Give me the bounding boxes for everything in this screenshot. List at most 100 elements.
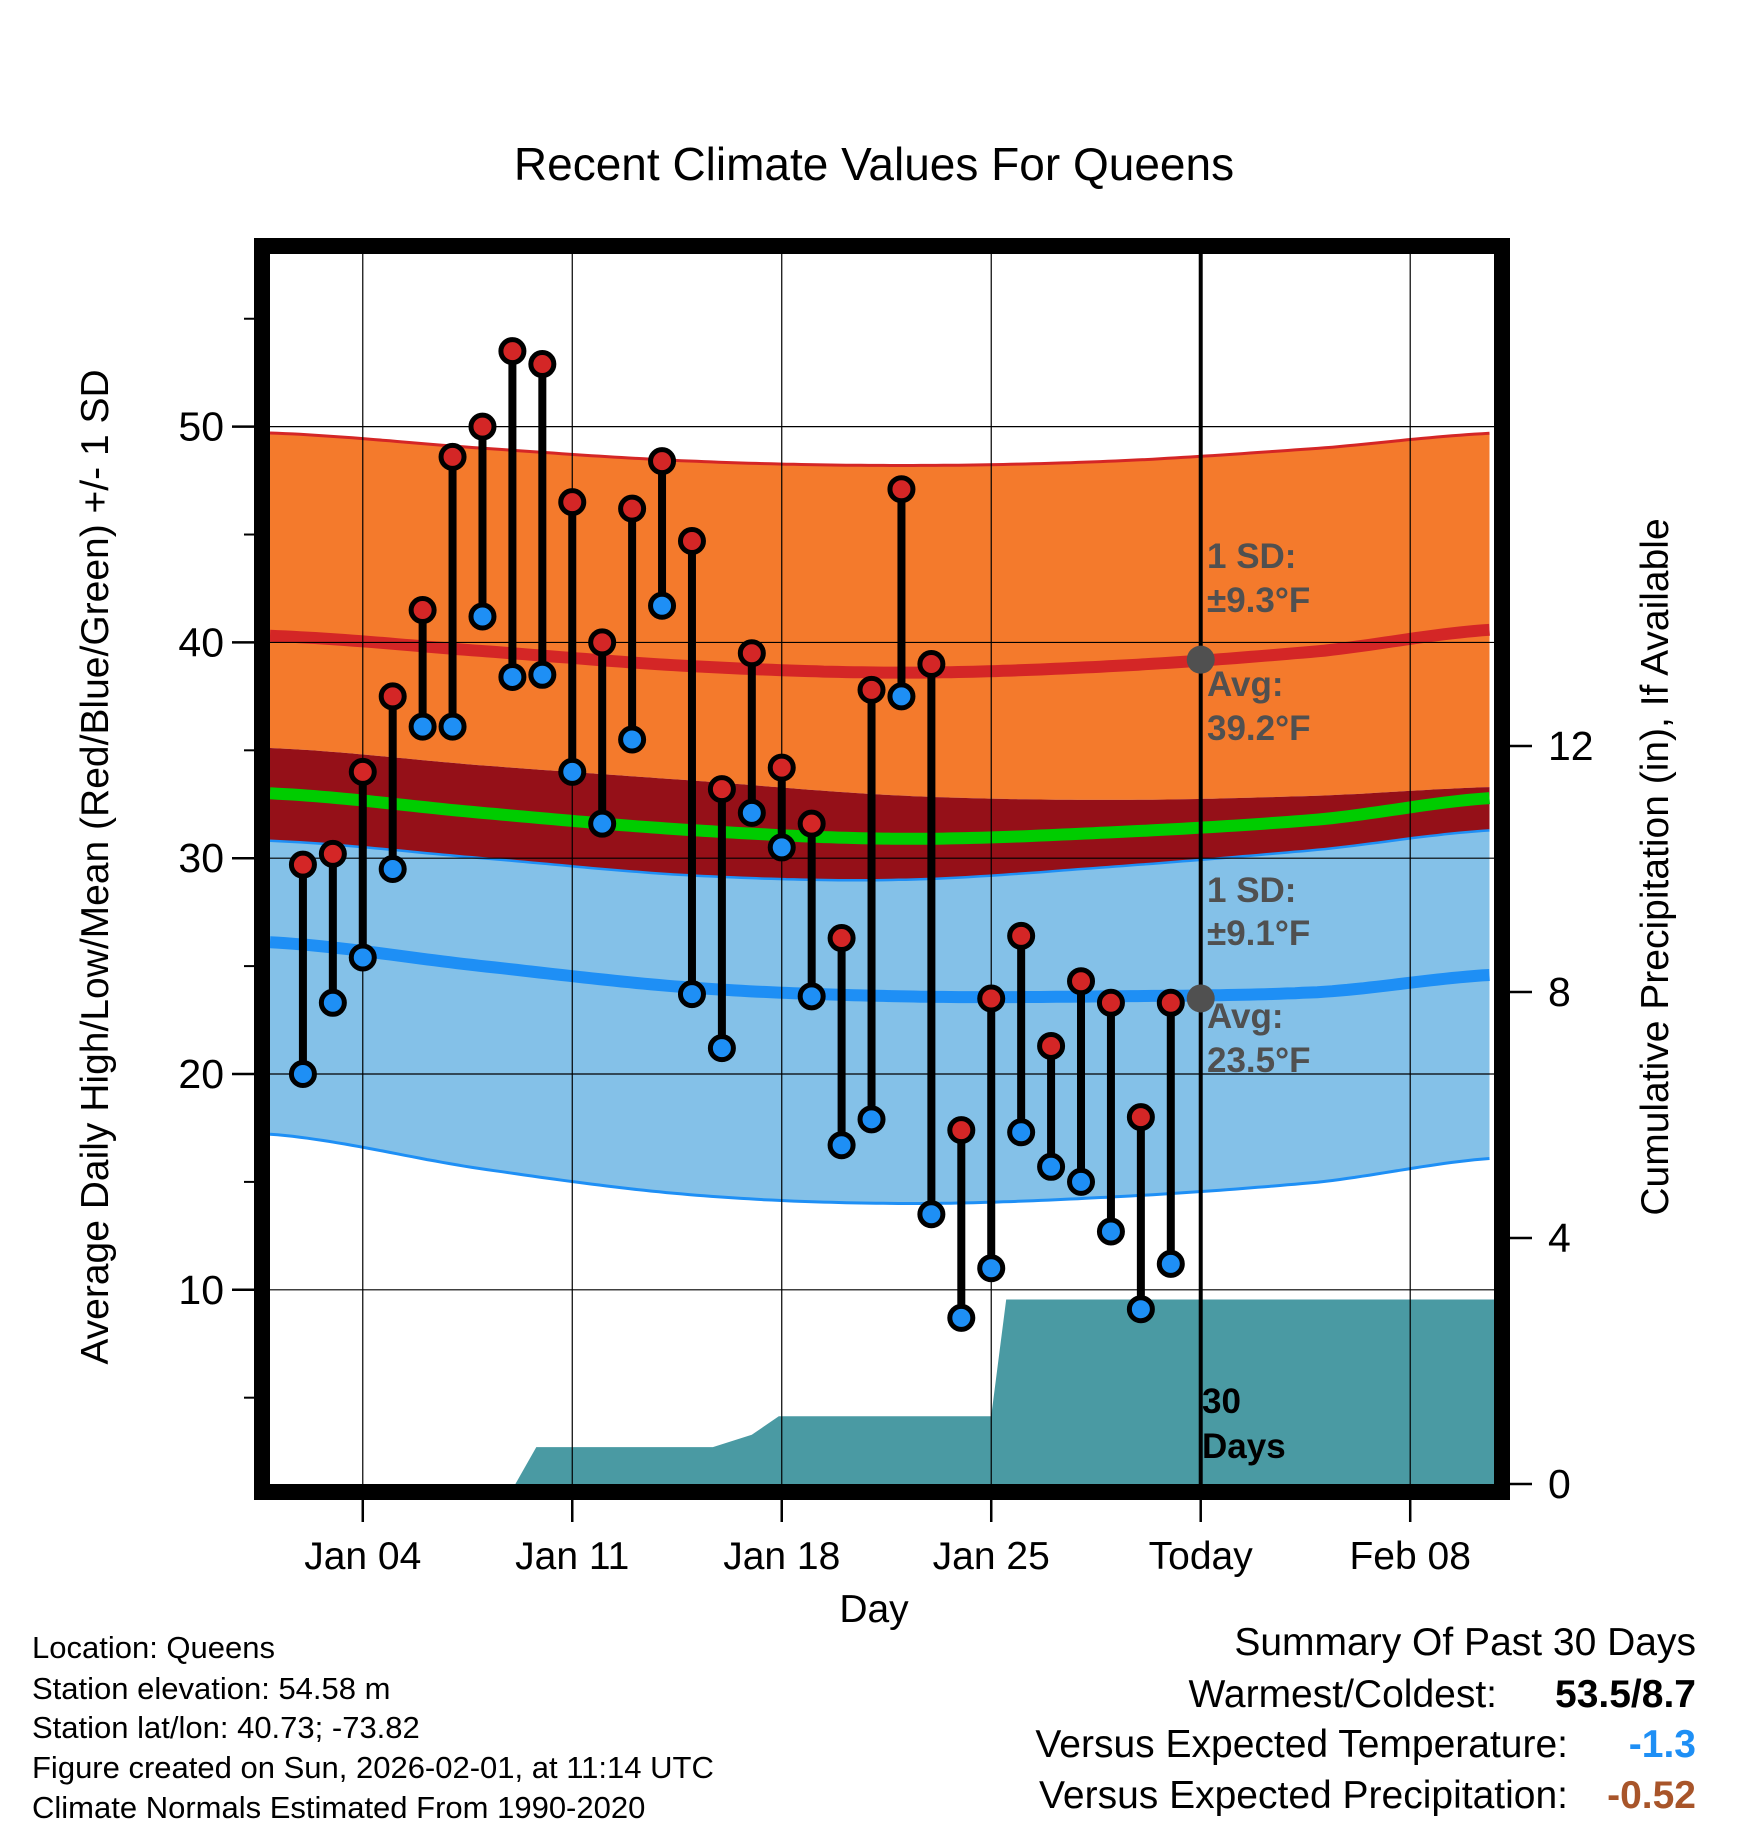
low-temp-point — [498, 662, 527, 691]
low-avg-today-marker — [1186, 984, 1215, 1013]
low-temp-point — [588, 809, 617, 838]
low-temp-point — [408, 712, 437, 741]
day-bar — [767, 753, 796, 862]
mean-line — [270, 787, 1490, 845]
info-normals: Climate Normals Estimated From 1990-2020 — [32, 1790, 645, 1825]
day-bar — [1156, 988, 1185, 1278]
day-bar — [438, 442, 467, 741]
day-bar — [348, 757, 377, 972]
annotation-low-avg-value: 23.5°F — [1207, 1041, 1311, 1080]
high-temp-point — [737, 639, 766, 668]
high-avg-line — [270, 623, 1490, 679]
day-bar — [588, 628, 617, 838]
high-temp-point — [618, 494, 647, 523]
low-temp-point — [618, 725, 647, 754]
day-bar — [737, 639, 766, 827]
day-bar — [857, 675, 886, 1134]
day-bar — [917, 650, 946, 1229]
high-temp-point — [917, 650, 946, 678]
x-tick-label: Jan 11 — [515, 1535, 629, 1578]
high-temp-point — [1156, 988, 1185, 1017]
day-bar — [1096, 988, 1125, 1246]
y-tick-label: 40 — [178, 619, 224, 665]
x-tick-label: Feb 08 — [1349, 1535, 1470, 1578]
day-bar — [528, 350, 557, 689]
high-sd-upper-line — [270, 431, 1490, 467]
low-temp-point — [947, 1303, 976, 1332]
high-temp-point — [947, 1116, 976, 1145]
high-temp-point — [1126, 1103, 1155, 1132]
high-avg-today-marker — [1186, 645, 1215, 674]
high-temp-point — [468, 412, 497, 441]
high-temp-point — [887, 475, 916, 504]
high-temp-point — [797, 809, 826, 838]
y-axis-label-right: Cumulative Precipitation (in), If Availa… — [1634, 518, 1677, 1215]
high-temp-point — [498, 337, 527, 366]
x-tick-label: Jan 18 — [723, 1535, 840, 1578]
summary-temp-value: -1.3 — [1629, 1723, 1696, 1766]
x-tick-label: Today — [1149, 1535, 1254, 1578]
days-label-word: Days — [1202, 1427, 1286, 1466]
summary-precip-value: -0.52 — [1607, 1774, 1696, 1817]
low-temp-point — [438, 712, 467, 741]
low-temp-point — [528, 660, 557, 689]
low-sd-upper-line — [270, 829, 1490, 882]
day-bar — [797, 809, 826, 1011]
low-sd-band — [270, 830, 1490, 1204]
high-temp-point — [1037, 1031, 1066, 1060]
low-temp-point — [1126, 1295, 1155, 1324]
low-temp-point — [707, 1034, 736, 1063]
summary-temp-label: Versus Expected Temperature: — [1035, 1723, 1568, 1766]
day-bar — [648, 447, 677, 620]
day-bar — [498, 337, 527, 691]
low-temp-point — [887, 682, 916, 711]
high-temp-point — [1067, 967, 1096, 996]
y-tick-label: 10 — [178, 1267, 224, 1313]
summary-warmest-label: Warmest/Coldest: — [1189, 1673, 1497, 1716]
day-bar — [977, 984, 1006, 1283]
low-temp-point — [318, 988, 347, 1017]
low-temp-point — [1067, 1167, 1096, 1196]
high-temp-point — [977, 984, 1006, 1013]
day-bar — [1007, 921, 1036, 1147]
precipitation-area — [272, 1299, 1494, 1484]
high-temp-point — [378, 682, 407, 711]
high-temp-point — [408, 596, 437, 625]
low-temp-point — [648, 591, 677, 620]
info-latlon: Station lat/lon: 40.73; -73.82 — [32, 1710, 420, 1745]
y2-tick-label: 4 — [1548, 1215, 1571, 1261]
annotation-high-avg: Avg: — [1207, 665, 1283, 704]
day-bar — [707, 775, 736, 1063]
low-temp-point — [767, 833, 796, 862]
low-temp-point — [468, 602, 497, 631]
high-temp-point — [288, 850, 317, 879]
high-temp-point — [857, 675, 886, 704]
low-temp-point — [558, 757, 587, 786]
low-temp-point — [348, 943, 377, 972]
plot-frame — [254, 238, 1510, 1500]
high-temp-point — [558, 488, 587, 517]
annotation-low-avg: Avg: — [1207, 997, 1283, 1036]
high-temp-point — [528, 350, 557, 379]
day-bar — [1126, 1103, 1155, 1324]
info-elevation: Station elevation: 54.58 m — [32, 1671, 390, 1706]
high-temp-point — [707, 775, 736, 804]
day-bar — [468, 412, 497, 631]
high-temp-point — [1096, 988, 1125, 1017]
y-tick-label: 50 — [178, 404, 224, 450]
x-tick-label: Jan 25 — [933, 1535, 1050, 1578]
high-temp-point — [648, 447, 677, 476]
x-tick-label: Jan 04 — [304, 1535, 421, 1578]
high-temp-point — [588, 628, 617, 657]
chart-title: Recent Climate Values For Queens — [514, 138, 1234, 190]
info-created: Figure created on Sun, 2026-02-01, at 11… — [32, 1750, 714, 1785]
day-bar — [1037, 1031, 1066, 1181]
day-bar — [558, 488, 587, 786]
low-temp-point — [1156, 1249, 1185, 1278]
annotation-low-sd-value: ±9.1°F — [1207, 914, 1310, 953]
low-temp-point — [737, 798, 766, 827]
annotation-high-avg-value: 39.2°F — [1207, 709, 1311, 748]
day-bar — [378, 682, 407, 883]
day-bar — [288, 850, 317, 1088]
day-bar — [887, 475, 916, 711]
